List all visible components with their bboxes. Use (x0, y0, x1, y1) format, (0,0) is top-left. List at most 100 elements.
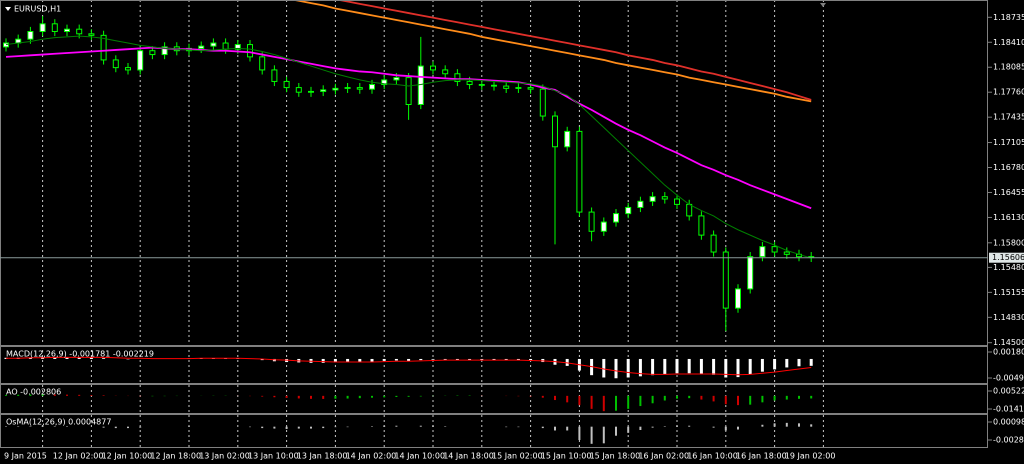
x-tick-label: 14 Jan 10:00 (394, 452, 445, 461)
candle-body (320, 89, 327, 92)
y-tick-label: 1.18735 (993, 13, 1024, 22)
y-tick-label: 1.15800 (993, 238, 1024, 247)
y-tick-label: 1.17760 (993, 88, 1024, 97)
x-tick-label: 12 Jan 02:00 (53, 452, 104, 461)
candle-body (210, 42, 217, 47)
y-tick-label: 0.000980 (993, 418, 1024, 427)
current-price-label: 1.15606 (992, 253, 1024, 262)
panel-plot (5, 394, 813, 412)
candle-body (247, 44, 253, 58)
x-tick-label: 15 Jan 10:00 (541, 452, 592, 461)
y-tick-label: 1.17105 (993, 138, 1024, 147)
candle-body (649, 196, 656, 202)
indicator-line (5, 46, 812, 210)
candle-body (491, 84, 497, 87)
candle-body (430, 65, 436, 71)
candle-body (759, 246, 766, 258)
x-tick-label: 15 Jan 18:00 (590, 452, 641, 461)
y-tick-label: 1.16780 (993, 163, 1024, 172)
y-tick-label: -0.002802 (993, 436, 1024, 445)
candle-body (637, 200, 644, 208)
indicator-line (6, 356, 812, 376)
indicator-line (289, 0, 812, 103)
ao-frame (0, 384, 988, 414)
candle-body (234, 44, 241, 50)
indicator-line (334, 0, 812, 101)
candle-body (674, 198, 680, 205)
y-tick-label: 1.16455 (993, 188, 1024, 197)
candle-body (747, 256, 754, 290)
panel-plot (3, 0, 815, 332)
macd-label: MACD(12,26,9) -0.001781 -0.002219 (6, 350, 154, 359)
x-tick-label: 13 Jan 18:00 (297, 452, 348, 461)
y-tick-label: -0.004936 (993, 374, 1024, 383)
panel-plot (5, 422, 813, 444)
y-tick-label: 1.15155 (993, 288, 1024, 297)
candle-body (454, 73, 461, 82)
candle-body (198, 45, 205, 49)
candle-body (295, 87, 302, 93)
x-tick-label: 14 Jan 02:00 (346, 452, 397, 461)
candle-body (161, 46, 168, 56)
candle-body (308, 90, 314, 93)
y-tick-label: 1.17435 (993, 113, 1024, 122)
candle-body (381, 79, 388, 86)
candle-body (735, 288, 741, 309)
candle-body (393, 77, 400, 81)
y-tick-label: 1.15480 (993, 263, 1024, 272)
x-tick-label: 12 Jan 10:00 (102, 452, 153, 461)
candle-body (283, 80, 290, 89)
candle-body (137, 50, 144, 71)
candle-body (503, 85, 510, 89)
y-tick-label: -0.014171 (993, 405, 1024, 414)
panel-plot (4, 356, 813, 379)
x-tick-label: 13 Jan 02:00 (199, 452, 250, 461)
candle-body (112, 59, 119, 69)
candle-body (259, 56, 266, 71)
candle-body (539, 88, 546, 117)
candle-body (588, 211, 595, 232)
x-tick-label: 16 Jan 10:00 (687, 452, 738, 461)
current-price-box (989, 252, 1024, 263)
candle-body (613, 213, 619, 223)
candle-body (39, 23, 46, 33)
candle-body (527, 87, 534, 90)
x-tick-label: 14 Jan 18:00 (443, 452, 494, 461)
candle-body (332, 87, 339, 91)
candle-body (125, 67, 131, 71)
candle-body (222, 42, 229, 50)
chart-title: EURUSD,H1 (14, 5, 61, 14)
candle-body (88, 33, 95, 36)
candle-body (405, 77, 412, 105)
candle-body (51, 23, 58, 33)
candle-body (417, 65, 424, 105)
candle-body (576, 130, 583, 213)
x-tick-label: 16 Jan 18:00 (736, 452, 787, 461)
candle-body (625, 206, 632, 215)
y-tick-label: 1.18410 (993, 38, 1024, 47)
candle-body (783, 251, 790, 255)
candle-body (466, 80, 473, 86)
candle-body (149, 50, 156, 56)
osma-frame (0, 414, 988, 448)
candle-body (552, 115, 558, 148)
candle-body (76, 28, 83, 35)
symbol-menu-icon[interactable] (5, 7, 11, 11)
candle-body (478, 84, 485, 86)
x-tick-label: 13 Jan 10:00 (248, 452, 299, 461)
x-tick-label: 12 Jan 18:00 (150, 452, 201, 461)
candle-body (515, 87, 522, 89)
shift-marker (820, 3, 826, 7)
candle-body (442, 69, 449, 75)
candle-body (100, 34, 107, 61)
candle-body (600, 221, 607, 232)
y-tick-label: 1.14500 (993, 338, 1024, 347)
y-tick-label: 1.14830 (993, 313, 1024, 322)
candle-body (356, 87, 363, 90)
macd-frame (0, 346, 988, 384)
candle-body (369, 84, 375, 90)
x-tick-label: 16 Jan 02:00 (638, 452, 689, 461)
osma-label: OsMA(12,26,9) 0.0004877 (6, 418, 111, 427)
